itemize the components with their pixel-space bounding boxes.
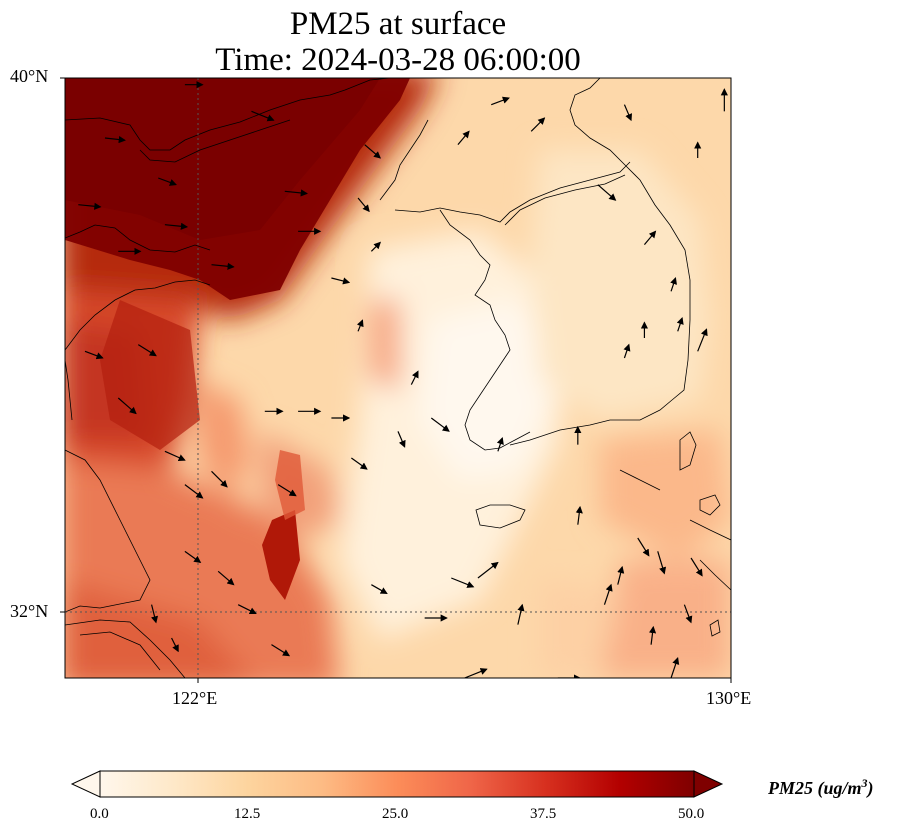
wind-arrow (648, 625, 657, 645)
colorbar-label-sup: 3 (861, 776, 868, 790)
wind-arrow (477, 561, 499, 579)
map-title: PM25 at surface (289, 6, 507, 42)
colorbar-tick-0: 0.0 (90, 806, 109, 822)
wind-arrow (84, 350, 104, 360)
coastlines (65, 78, 731, 678)
colorbar-tick-37-5: 37.5 (530, 806, 557, 822)
wind-arrow (78, 202, 102, 210)
wind-arrow (211, 470, 228, 488)
wind-arrow (657, 551, 667, 575)
wind-arrow (277, 484, 297, 497)
wind-arrow (364, 144, 382, 159)
axis-ticks (60, 77, 732, 683)
wind-arrow (670, 657, 680, 678)
wind-arrow (397, 431, 406, 448)
wind-arrow (356, 319, 364, 332)
wind-arrow (271, 644, 291, 657)
lat-tick-32n: 32°N (10, 601, 49, 621)
wind-arrow (597, 184, 617, 201)
wind-arrow (158, 177, 177, 186)
colorbar (70, 770, 724, 798)
wind-arrow (464, 668, 488, 678)
pm25-field (65, 78, 731, 678)
wind-arrow (623, 104, 632, 122)
wind-arrow (184, 484, 204, 499)
lon-tick-130e: 130°E (706, 688, 752, 708)
wind-arrow (643, 230, 657, 246)
wind-arrow (284, 189, 308, 197)
wind-vectors (78, 81, 728, 678)
wind-arrow (150, 604, 159, 624)
lat-tick-40n: 40°N (10, 66, 49, 86)
wind-arrow (690, 557, 703, 577)
wind-arrow (357, 197, 370, 213)
wind-arrow (171, 637, 179, 653)
wind-arrow (331, 277, 351, 285)
wind-arrow (351, 457, 368, 470)
wind-arrow (575, 505, 583, 525)
wind-arrow (457, 130, 470, 146)
wind-arrow (104, 135, 126, 144)
wind-arrow (623, 343, 631, 359)
wind-arrow (251, 110, 275, 122)
wind-arrow (491, 96, 510, 106)
wind-arrow (164, 222, 189, 230)
colorbar-tick-12-5: 12.5 (234, 806, 261, 822)
wind-arrow (670, 276, 677, 292)
wind-arrow (164, 450, 186, 461)
wind-arrow (697, 328, 708, 352)
wind-arrow (530, 117, 546, 132)
wind-arrow (211, 262, 235, 270)
map-time: Time: 2024-03-28 06:00:00 (215, 42, 581, 78)
wind-arrow (117, 397, 137, 415)
wind-arrow (184, 550, 202, 564)
wind-arrow (517, 603, 525, 625)
lon-tick-122e: 122°E (172, 688, 218, 708)
colorbar-tick-25: 25.0 (382, 806, 409, 822)
wind-arrow (237, 604, 257, 615)
gridlines (65, 78, 731, 678)
wind-arrow (676, 316, 684, 332)
plot-frame (64, 77, 732, 679)
wind-arrow (683, 604, 693, 624)
wind-arrow (410, 370, 419, 385)
wind-arrow (371, 584, 388, 595)
wind-arrow (637, 537, 650, 557)
wind-arrow (617, 565, 625, 585)
wind-arrow (217, 570, 235, 586)
wind-arrow (370, 241, 382, 252)
colorbar-label-text: PM25 (ug/m (768, 778, 862, 798)
colorbar-label: PM25 (ug/m3) (768, 776, 874, 799)
colorbar-tick-50: 50.0 (678, 806, 705, 822)
wind-arrow (137, 344, 157, 357)
colorbar-label-close: ) (867, 778, 874, 798)
wind-arrow (603, 583, 613, 605)
wind-arrow (451, 577, 475, 588)
wind-arrow (430, 417, 450, 432)
wind-arrow (496, 436, 504, 452)
